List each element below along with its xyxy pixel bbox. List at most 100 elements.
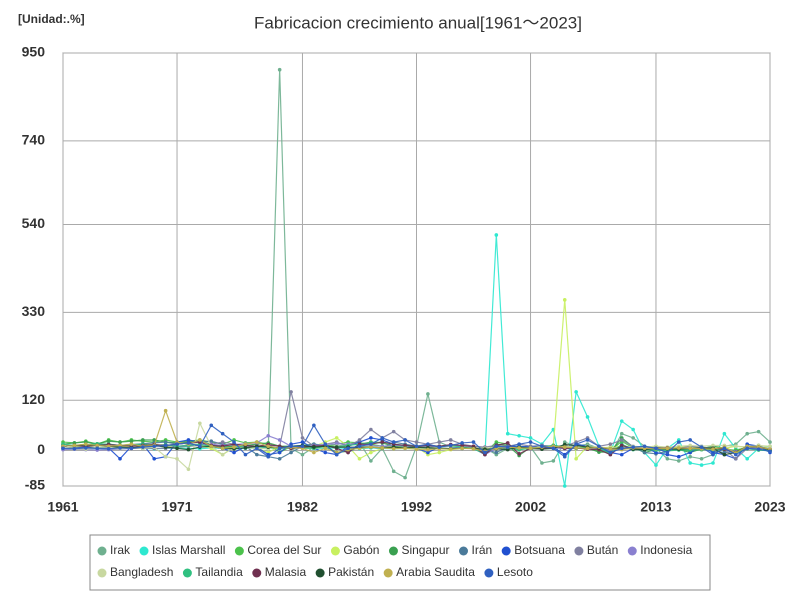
data-point bbox=[277, 457, 282, 461]
data-point bbox=[289, 450, 293, 455]
data-point bbox=[426, 447, 430, 452]
data-point bbox=[768, 449, 772, 454]
data-point bbox=[175, 457, 179, 461]
data-point bbox=[334, 452, 339, 457]
data-point bbox=[84, 442, 88, 446]
data-point bbox=[528, 440, 533, 444]
data-point bbox=[129, 442, 134, 446]
data-point bbox=[141, 445, 145, 449]
y-tick-label: 120 bbox=[22, 391, 46, 407]
unit-label: [Unidad:.%] bbox=[18, 12, 85, 26]
legend-label: Corea del Sur bbox=[247, 543, 321, 557]
data-point bbox=[72, 441, 77, 445]
data-point bbox=[688, 450, 692, 455]
data-point bbox=[540, 444, 544, 449]
data-point bbox=[277, 67, 282, 72]
data-point bbox=[483, 450, 487, 455]
data-point bbox=[619, 446, 624, 451]
data-point bbox=[608, 446, 613, 451]
chart-title: Fabricacion crecimiento anual[1961～2023] bbox=[254, 13, 582, 32]
data-point bbox=[745, 457, 749, 461]
y-tick-label: -85 bbox=[25, 477, 45, 493]
data-point bbox=[357, 444, 362, 449]
data-point bbox=[745, 446, 749, 451]
data-point bbox=[574, 442, 578, 446]
legend-marker bbox=[388, 546, 398, 556]
data-point bbox=[266, 444, 271, 449]
data-point bbox=[152, 457, 157, 461]
y-tick-label: 740 bbox=[22, 132, 46, 148]
data-point bbox=[95, 446, 100, 451]
data-point bbox=[448, 443, 453, 448]
data-point bbox=[574, 457, 578, 461]
x-tick-label: 2013 bbox=[640, 499, 671, 515]
data-point bbox=[277, 438, 282, 442]
legend-marker bbox=[139, 546, 149, 556]
data-point bbox=[665, 450, 670, 455]
data-point bbox=[528, 436, 533, 440]
data-point bbox=[426, 450, 430, 455]
data-point bbox=[711, 443, 715, 448]
data-point bbox=[756, 429, 761, 434]
data-point bbox=[768, 444, 772, 449]
y-tick-label: 0 bbox=[37, 441, 45, 457]
x-tick-label: 1961 bbox=[47, 499, 78, 515]
data-point bbox=[517, 446, 521, 450]
legend-label: Gabón bbox=[343, 543, 379, 557]
data-point bbox=[460, 446, 464, 451]
data-point bbox=[163, 440, 168, 444]
data-point bbox=[505, 441, 510, 445]
legend-marker bbox=[315, 568, 325, 578]
data-point bbox=[597, 450, 601, 454]
data-point bbox=[540, 461, 544, 465]
data-point bbox=[403, 475, 407, 480]
data-point bbox=[619, 419, 624, 423]
data-point bbox=[688, 446, 692, 451]
data-point bbox=[346, 450, 350, 455]
data-point bbox=[517, 433, 521, 438]
data-point bbox=[84, 446, 88, 450]
legend-label: Bangladesh bbox=[110, 565, 173, 579]
data-point bbox=[699, 457, 704, 461]
data-point bbox=[198, 444, 202, 449]
data-point bbox=[391, 446, 396, 451]
data-point bbox=[585, 415, 590, 419]
data-point bbox=[574, 390, 578, 394]
data-point bbox=[676, 454, 681, 459]
data-point bbox=[209, 423, 214, 428]
data-point bbox=[745, 431, 749, 436]
legend-marker bbox=[501, 546, 511, 556]
data-point bbox=[277, 450, 282, 455]
data-point bbox=[619, 438, 624, 442]
data-point bbox=[380, 446, 385, 450]
data-point bbox=[357, 457, 362, 461]
legend-label: Bután bbox=[587, 543, 618, 557]
data-point bbox=[186, 438, 191, 442]
data-point bbox=[676, 440, 681, 444]
data-point bbox=[733, 444, 738, 449]
data-point bbox=[414, 444, 419, 449]
data-point bbox=[289, 444, 293, 449]
data-point bbox=[346, 446, 350, 451]
data-point bbox=[129, 446, 134, 451]
data-point bbox=[448, 438, 453, 442]
data-point bbox=[414, 440, 419, 444]
data-point bbox=[72, 446, 77, 451]
legend-marker bbox=[252, 568, 262, 578]
data-point bbox=[517, 451, 521, 456]
data-point bbox=[391, 469, 396, 474]
data-point bbox=[243, 452, 248, 457]
data-point bbox=[562, 484, 567, 488]
data-point bbox=[756, 447, 761, 451]
data-point bbox=[334, 436, 339, 440]
data-point bbox=[711, 452, 715, 457]
data-point bbox=[688, 443, 692, 448]
data-point bbox=[414, 447, 419, 451]
x-tick-label: 1992 bbox=[401, 499, 432, 515]
data-point bbox=[733, 452, 738, 457]
data-point bbox=[448, 447, 453, 451]
data-point bbox=[631, 436, 635, 440]
data-point bbox=[220, 431, 225, 436]
data-point bbox=[220, 446, 225, 451]
